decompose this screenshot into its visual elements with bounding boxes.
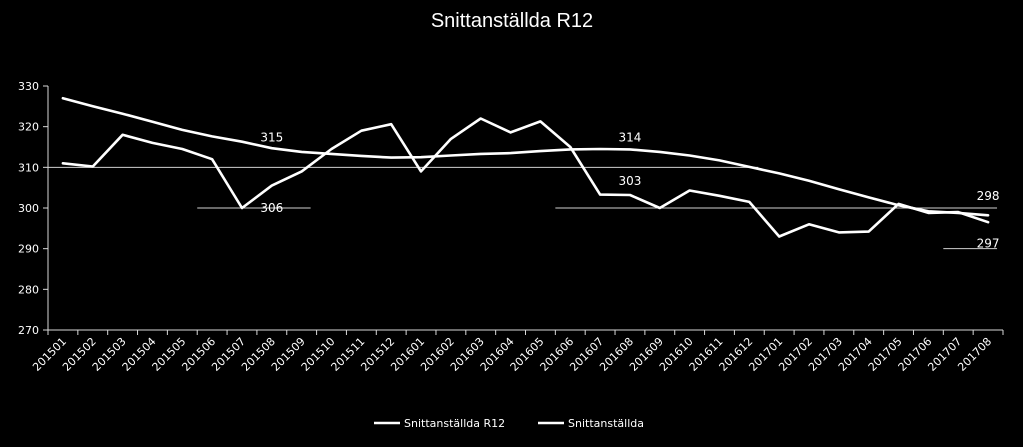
x-tick-label: 201708: [955, 335, 994, 374]
y-tick-label: 290: [18, 243, 39, 256]
legend-label-series-2: Snittanställda: [568, 417, 644, 430]
x-axis-ticks: [47, 330, 1004, 335]
y-tick-label: 280: [18, 283, 39, 296]
series-line-1: [61, 96, 990, 217]
y-tick-label: 330: [18, 80, 39, 93]
annotation-label: 303: [619, 174, 642, 188]
annotation-label: 297: [977, 236, 1000, 250]
annotation-label: 315: [260, 131, 283, 145]
reference-lines: [48, 166, 998, 250]
annotation-label: 306: [260, 201, 283, 215]
series-line-2: [61, 117, 990, 238]
y-tick-label: 320: [18, 121, 39, 134]
y-tick-label: 310: [18, 161, 39, 174]
annotation-label: 298: [977, 189, 1000, 203]
series-lines: [61, 96, 990, 238]
y-tick-label: 300: [18, 202, 39, 215]
y-axis-ticks: [43, 85, 48, 331]
annotation-label: 314: [619, 131, 642, 145]
legend-label-series-1: Snittanställda R12: [404, 417, 505, 430]
x-axis-tick-labels: 2015012015022015032015042015052015062015…: [30, 335, 994, 374]
chart-title: Snittanställda R12: [431, 10, 593, 32]
y-tick-label: 270: [18, 324, 39, 337]
y-axis-tick-labels: 270 280 290 300 310 320 330: [18, 80, 39, 337]
legend: Snittanställda R12 Snittanställda: [374, 417, 644, 430]
annotations: 315 306 314 303 298 297: [260, 131, 999, 251]
